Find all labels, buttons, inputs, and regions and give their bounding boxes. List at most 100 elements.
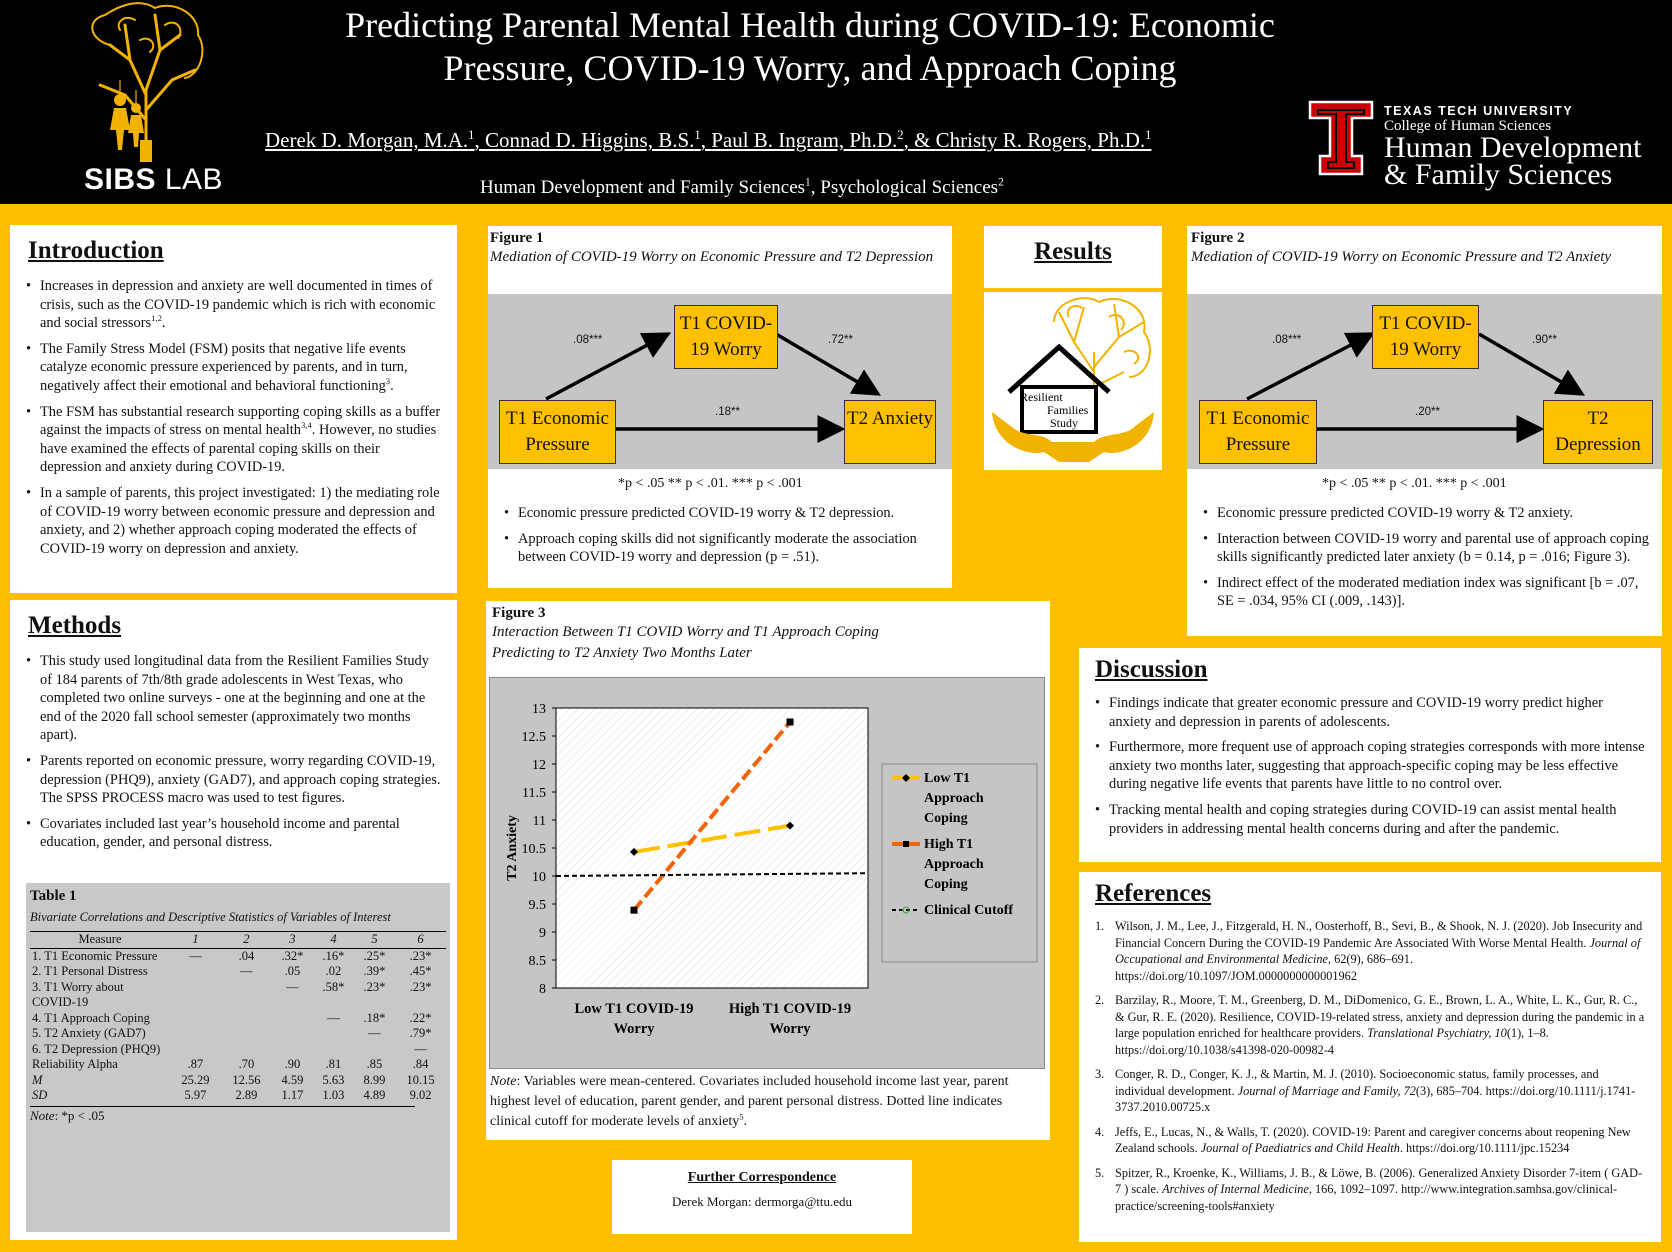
table-row: M 25.29 12.56 4.59 5.63 8.99 10.15	[30, 1073, 446, 1089]
table-header-cell: 2	[220, 931, 272, 949]
table-header-cell: Measure	[30, 931, 170, 949]
table-cell: .23*	[409, 948, 432, 963]
table-cell: SD	[32, 1088, 48, 1102]
college-name: College of Human Sciences	[1384, 118, 1552, 134]
results-heading-box: Results	[984, 226, 1162, 288]
table-header-cell: 5	[353, 931, 395, 949]
table-cell: —	[368, 1026, 381, 1040]
mediation-arrows-2	[1246, 332, 1586, 443]
citation-marker: 3,4	[300, 420, 312, 431]
node-economic-pressure: T1 Economic Pressure	[499, 400, 616, 464]
list-item: Findings indicate that greater economic …	[1095, 694, 1645, 731]
reference-item: 1. Wilson, J. M., Lee, J., Fitzgerald, H.…	[1095, 919, 1643, 983]
table-cell: .32*	[281, 948, 304, 963]
y-tick-label: 9	[539, 926, 546, 941]
author-name: Connad D. Higgins, B.S.	[484, 128, 695, 152]
x-tick-label: High T1 COVID-19	[729, 1001, 851, 1017]
table-row: 3. T1 Worry about COVID-19 — .58* .23* .23*	[30, 980, 446, 1011]
author-name: Derek D. Morgan, M.A.	[265, 128, 469, 152]
poster-header: SIBS LAB Predicting Parental Mental Heal…	[0, 0, 1672, 204]
y-tick-label: 9.5	[529, 898, 547, 913]
table-cell: —	[286, 979, 299, 994]
correlation-table: Measure 1 2 3 4 5 6 1. T1 Economic Pressure — .04…	[30, 931, 446, 1104]
list-item: Tracking mental health and coping strate…	[1095, 801, 1645, 838]
introduction-heading: Introduction	[28, 237, 164, 264]
list-item: Furthermore, more frequent use of approa…	[1095, 738, 1645, 794]
reference-journal: Journal of Marriage and Family, 72	[1237, 1083, 1416, 1098]
introduction-bullets: Increases in depression and anxiety are …	[26, 277, 441, 558]
figure-3-label: Figure 3	[492, 605, 546, 621]
legend-label: Low T1	[924, 771, 970, 786]
figure-1-panel: Figure 1 Mediation of COVID-19 Worry on …	[488, 226, 952, 588]
table-cell	[170, 1042, 221, 1058]
table-cell	[354, 1042, 395, 1058]
table-cell: .90	[284, 1057, 301, 1071]
table-cell: .87	[187, 1057, 204, 1071]
legend-label: Coping	[924, 811, 968, 826]
node-outcome: T2 Anxiety	[844, 400, 936, 464]
author-list: Derek D. Morgan, M.A.1, Connad D. Higgin…	[265, 128, 1152, 152]
sibs-lab-wordmark: SIBS LAB	[84, 163, 224, 196]
table-cell: 4.89	[363, 1088, 386, 1102]
table-cell	[221, 1042, 272, 1058]
list-item: Covariates included last year’s househol…	[26, 815, 441, 852]
figure-1-diagram: T1 COVID-19 Worry T1 Economic Pressure T…	[488, 294, 952, 469]
table-label: Table 1	[30, 888, 77, 904]
author-affiliation-marker: 2	[897, 128, 904, 142]
list-item: In a sample of parents, this project inv…	[26, 484, 441, 558]
table-cell	[221, 1011, 272, 1027]
y-tick-label: 12	[532, 758, 546, 773]
correspondence-heading: Further Correspondence	[687, 1170, 837, 1185]
table-cell: Reliability Alpha	[32, 1057, 118, 1071]
citation-marker: 3	[385, 376, 391, 387]
significance-note-2: *p < .05 ** p < .01. *** p < .001	[1322, 476, 1507, 491]
legend-label: Approach	[924, 857, 984, 872]
table-cell: .58*	[322, 979, 345, 994]
table-caption: Bivariate Correlations and Descriptive S…	[30, 910, 391, 924]
figure-2-panel: Figure 2 Mediation of COVID-19 Worry on …	[1187, 226, 1662, 636]
plot-area	[555, 707, 869, 989]
table-row: 6. T2 Depression (PHQ9) —	[30, 1042, 446, 1058]
data-point-high-coping	[786, 718, 794, 726]
table-row: 5. T2 Anxiety (GAD7) — .79*	[30, 1026, 446, 1042]
table-row: Reliability Alpha .87 .70 .90 .81 .85 .84	[30, 1057, 446, 1073]
reference-item: 5. Spitzer, R., Kroenke, K., Williams, J.…	[1095, 1165, 1643, 1213]
table-cell: 1.03	[322, 1088, 345, 1102]
reference-number: 2.	[1095, 993, 1105, 1007]
figure-1-caption: Mediation of COVID-19 Worry on Economic …	[490, 249, 934, 265]
poster-title: Predicting Parental Mental Health during…	[345, 5, 1275, 88]
y-tick-label: 10.5	[522, 842, 547, 857]
methods-panel: Methods This study used longitudinal dat…	[10, 600, 457, 1240]
reference-number: 4.	[1095, 1124, 1105, 1139]
discussion-heading: Discussion	[1095, 656, 1208, 683]
table-cell: .70	[238, 1057, 255, 1071]
legend-box	[881, 763, 1038, 963]
table-cell: 2.89	[235, 1088, 258, 1102]
methods-bullets: This study used longitudinal data from t…	[26, 652, 441, 852]
table-cell: M	[32, 1072, 43, 1087]
reference-item: 4. Jeffs, E., Lucas, N., & Walls, T. (202…	[1095, 1124, 1631, 1156]
results-heading: Results	[1034, 238, 1112, 265]
interaction-chart-area: 8 8.5 9 9.5 10 10.5 11 11.5 12 12.5 13 Low T1 COVID…	[489, 677, 1045, 1069]
table-cell: 5.97	[184, 1088, 207, 1102]
table-cell: —	[240, 964, 253, 978]
introduction-panel: Introduction Increases in depression and…	[10, 225, 457, 593]
table-cell	[170, 964, 221, 980]
figure-1-bullets: Economic pressure predicted COVID-19 wor…	[504, 504, 944, 574]
figure-3-caption-line2: Predicting to T2 Anxiety Two Months Late…	[492, 645, 752, 661]
logo-word-study: Study	[1050, 416, 1078, 430]
table-cell	[272, 1026, 313, 1042]
table-row: 1. T1 Economic Pressure — .04 .32* .16* .25*.…	[30, 948, 446, 964]
table-cell: .84	[412, 1057, 429, 1071]
department-name: Human Development & Family Sciences	[1384, 131, 1642, 191]
path-c-coefficient: .18**	[715, 406, 740, 418]
correspondence-contact[interactable]: Derek Morgan: dermorga@ttu.edu	[671, 1194, 853, 1209]
table-cell: 6. T2 Depression (PHQ9)	[32, 1041, 161, 1056]
table-cell: —	[414, 1041, 427, 1056]
list-item: Economic pressure predicted COVID-19 wor…	[1203, 504, 1651, 523]
list-item: This study used longitudinal data from t…	[26, 652, 441, 745]
table-cell	[272, 1011, 313, 1027]
author-name: Paul B. Ingram, Ph.D.	[711, 128, 898, 152]
table-cell	[170, 1011, 221, 1027]
university-name: TEXAS TECH UNIVERSITY	[1384, 104, 1574, 118]
